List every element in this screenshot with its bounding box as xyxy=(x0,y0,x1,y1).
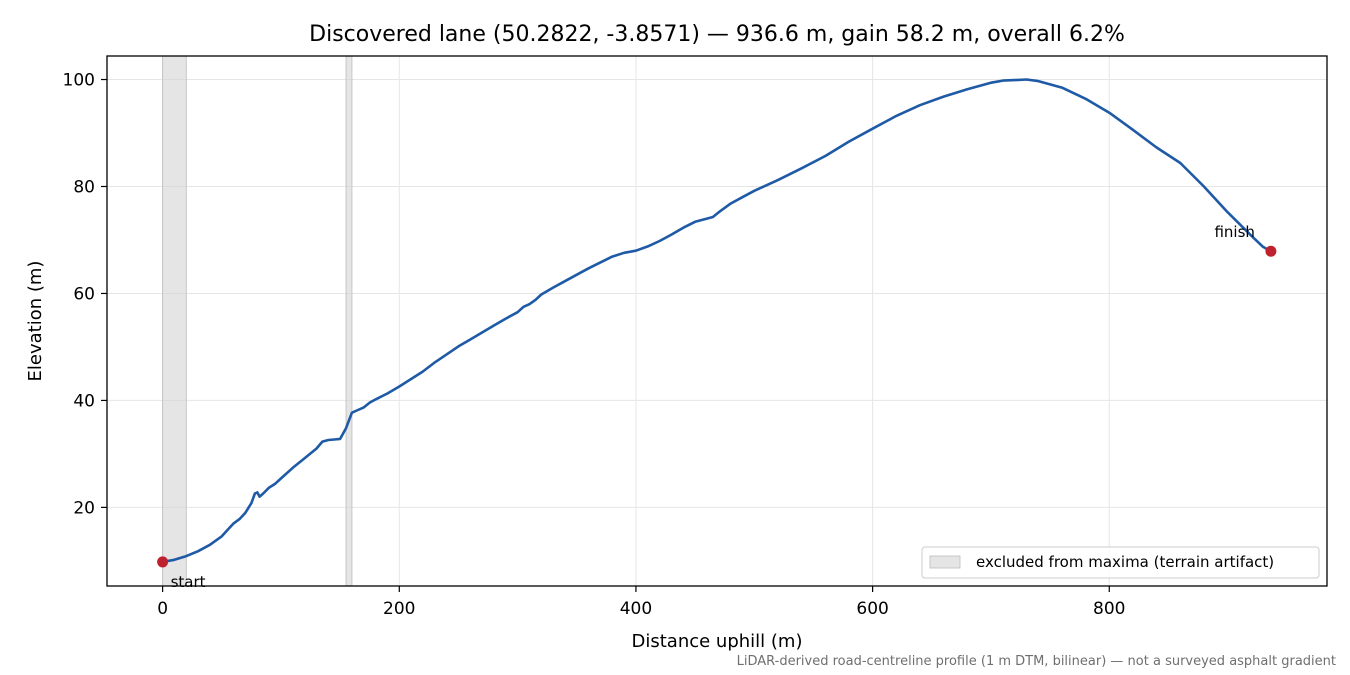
legend: excluded from maxima (terrain artifact) xyxy=(921,546,1320,579)
excluded-region-band xyxy=(162,55,187,587)
x-tick-label: 0 xyxy=(157,599,168,619)
start-marker xyxy=(157,556,169,568)
x-axis-label: Distance uphill (m) xyxy=(632,631,803,652)
y-tick-label: 60 xyxy=(73,284,95,304)
endpoint-markers xyxy=(157,245,1277,568)
x-tick-label: 800 xyxy=(1093,599,1125,619)
grid-lines xyxy=(107,56,1327,586)
chart-title: Discovered lane (50.2822, -3.8571) — 936… xyxy=(309,22,1125,47)
y-tick-label: 20 xyxy=(73,498,95,518)
finish-marker xyxy=(1265,245,1277,257)
elevation-line xyxy=(162,78,1272,564)
start-label: start xyxy=(171,573,206,591)
excluded-regions xyxy=(162,55,353,587)
y-axis-label: Elevation (m) xyxy=(25,261,46,382)
excluded-region-band xyxy=(345,55,353,587)
plot-frame xyxy=(106,55,1328,587)
finish-label: finish xyxy=(1214,223,1254,241)
y-tick-label: 40 xyxy=(73,391,95,411)
x-tick-label: 400 xyxy=(620,599,652,619)
y-tick-label: 80 xyxy=(73,177,95,197)
x-tick-label: 200 xyxy=(383,599,415,619)
legend-box xyxy=(921,546,1320,579)
footnote: LiDAR-derived road-centreline profile (1… xyxy=(737,654,1336,669)
legend-label: excluded from maxima (terrain artifact) xyxy=(976,553,1274,571)
elevation-series xyxy=(162,78,1272,564)
legend-swatch xyxy=(929,555,961,569)
x-tick-label: 600 xyxy=(856,599,888,619)
y-tick-label: 100 xyxy=(63,71,95,91)
annotations: start finish xyxy=(171,223,1255,591)
axis-ticks: 0 200 400 600 800 20 40 60 80 100 xyxy=(63,71,1126,619)
